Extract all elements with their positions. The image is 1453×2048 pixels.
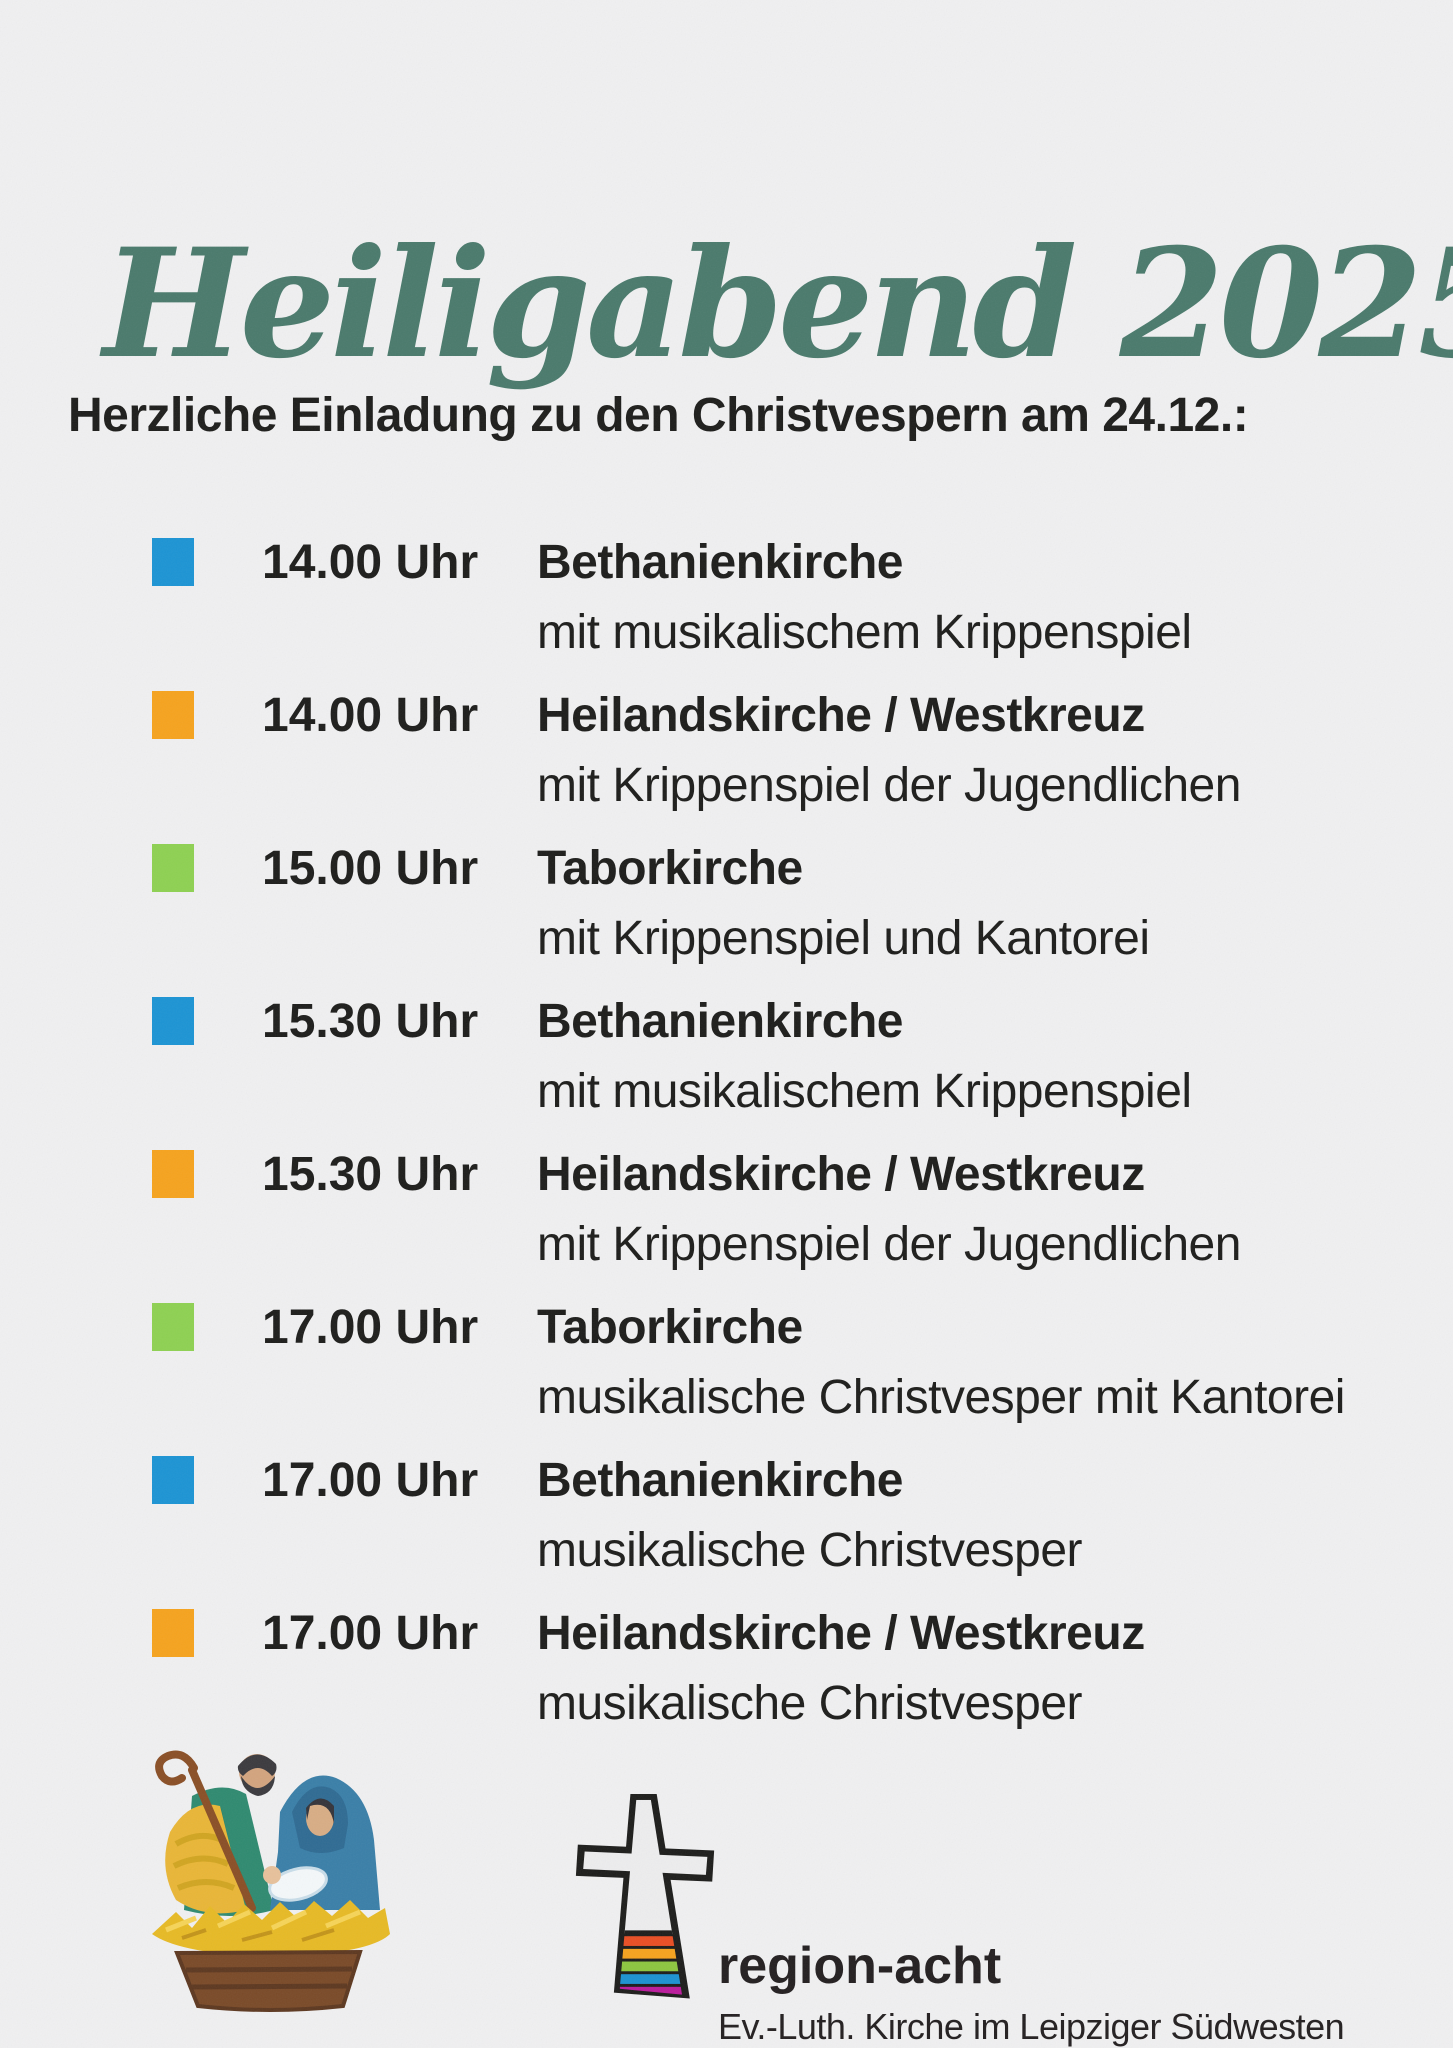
color-square	[152, 1303, 194, 1351]
event-church: Bethanienkirche	[537, 995, 903, 1048]
event-description: mit musikalischem Krippenspiel	[537, 1065, 1192, 1118]
event-church: Heilandskirche / Westkreuz	[537, 689, 1145, 742]
event-church: Bethanienkirche	[537, 1454, 903, 1507]
color-square	[152, 538, 194, 586]
poster-subtitle: Herzliche Einladung zu den Christvespern…	[68, 389, 1249, 442]
schedule-item: 15.30 Uhr Bethanienkirche mit musikalisc…	[152, 992, 1412, 1122]
event-time: 15.30 Uhr	[262, 995, 479, 1048]
color-square	[152, 1609, 194, 1657]
logo-stripe	[619, 1974, 683, 1984]
schedule-item: 17.00 Uhr Taborkirche musikalische Chris…	[152, 1298, 1412, 1428]
schedule-item: 15.30 Uhr Heilandskirche / Westkreuz mit…	[152, 1145, 1412, 1275]
color-square	[152, 997, 194, 1045]
color-square	[152, 844, 194, 892]
schedule-list: 14.00 Uhr Bethanienkirche mit musikalisc…	[152, 533, 1412, 1757]
event-time: 15.30 Uhr	[262, 1148, 479, 1201]
event-time: 17.00 Uhr	[262, 1301, 479, 1354]
event-church: Taborkirche	[537, 1301, 803, 1354]
event-church: Heilandskirche / Westkreuz	[537, 1607, 1145, 1660]
event-description: mit Krippenspiel der Jugendlichen	[537, 759, 1241, 812]
event-church: Taborkirche	[537, 842, 803, 895]
event-description: musikalische Christvesper	[537, 1524, 1083, 1577]
schedule-item: 17.00 Uhr Bethanienkirche musikalische C…	[152, 1451, 1412, 1581]
schedule-item: 17.00 Uhr Heilandskirche / Westkreuz mus…	[152, 1604, 1412, 1734]
event-description: mit Krippenspiel und Kantorei	[537, 912, 1150, 965]
region-acht-cross-logo-icon	[575, 1794, 715, 1999]
event-time: 15.00 Uhr	[262, 842, 479, 895]
event-description: musikalische Christvesper	[537, 1677, 1083, 1730]
event-time: 17.00 Uhr	[262, 1607, 479, 1660]
event-description: mit Krippenspiel der Jugendlichen	[537, 1218, 1241, 1271]
schedule-item: 14.00 Uhr Bethanienkirche mit musikalisc…	[152, 533, 1412, 663]
color-square	[152, 1456, 194, 1504]
schedule-item: 15.00 Uhr Taborkirche mit Krippenspiel u…	[152, 839, 1412, 969]
event-church: Heilandskirche / Westkreuz	[537, 1148, 1145, 1201]
event-time: 14.00 Uhr	[262, 689, 479, 742]
footer-logo-subtitle: Ev.-Luth. Kirche im Leipziger Südwesten	[718, 2006, 1345, 2048]
event-description: musikalische Christvesper mit Kantorei	[537, 1371, 1345, 1424]
color-square	[152, 691, 194, 739]
nativity-scene-icon	[152, 1750, 390, 2012]
event-description: mit musikalischem Krippenspiel	[537, 606, 1192, 659]
event-time: 14.00 Uhr	[262, 536, 479, 589]
color-square	[152, 1150, 194, 1198]
schedule-item: 14.00 Uhr Heilandskirche / Westkreuz mit…	[152, 686, 1412, 816]
event-time: 17.00 Uhr	[262, 1454, 479, 1507]
footer-logo-text: region-acht Ev.-Luth. Kirche im Leipzige…	[718, 1937, 1345, 2048]
footer-logo-title: region-acht	[718, 1937, 1002, 1995]
poster-title: Heiligabend 2025	[103, 215, 1453, 392]
event-church: Bethanienkirche	[537, 536, 903, 589]
